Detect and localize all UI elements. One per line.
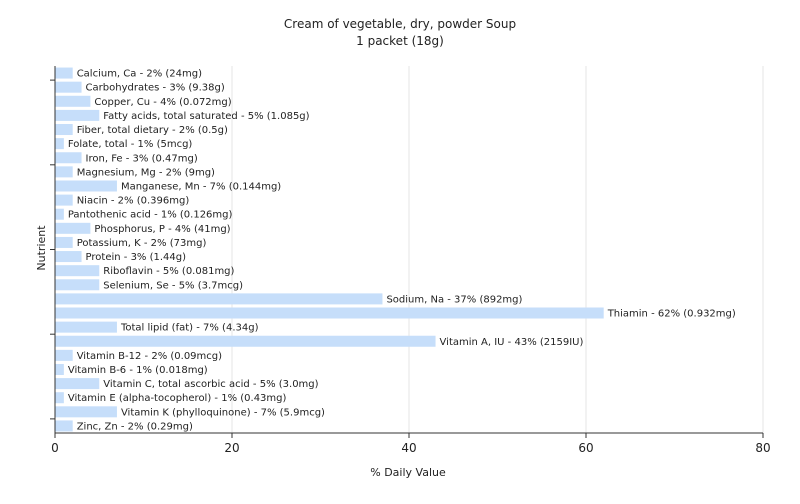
bar: [55, 81, 82, 93]
bar: [55, 335, 436, 347]
bar: [55, 251, 82, 263]
chart-subtitle: 1 packet (18g): [356, 34, 444, 48]
bar: [55, 67, 73, 79]
bar: [55, 378, 100, 390]
bar: [55, 236, 73, 248]
x-tick-label: 20: [224, 441, 239, 455]
bar-label: Potassium, K - 2% (73mg): [77, 238, 207, 249]
bar-label: Fatty acids, total saturated - 5% (1.085…: [103, 111, 309, 122]
bar-label: Fiber, total dietary - 2% (0.5g): [77, 125, 228, 136]
bar-label: Magnesium, Mg - 2% (9mg): [77, 167, 215, 178]
bar: [55, 194, 73, 206]
bar-label: Zinc, Zn - 2% (0.29mg): [77, 421, 193, 432]
bar: [55, 279, 100, 291]
axes: [50, 66, 764, 438]
bar: [55, 349, 73, 361]
x-tick-label: 0: [51, 441, 59, 455]
bar-label: Niacin - 2% (0.396mg): [77, 196, 190, 207]
bar-label: Vitamin C, total ascorbic acid - 5% (3.0…: [103, 379, 318, 390]
bars: [55, 67, 604, 432]
x-tick-label: 40: [401, 441, 416, 455]
bar: [55, 180, 117, 192]
bar: [55, 138, 64, 150]
bar-label: Vitamin A, IU - 43% (2159IU): [440, 337, 584, 348]
bar: [55, 307, 604, 319]
bar: [55, 124, 73, 136]
bar: [55, 392, 64, 404]
bar-label: Calcium, Ca - 2% (24mg): [77, 69, 202, 80]
x-tick-label: 60: [578, 441, 593, 455]
bar: [55, 420, 73, 432]
bar-labels: Calcium, Ca - 2% (24mg) Carbohydrates - 3…: [68, 69, 736, 433]
chart-title: Cream of vegetable, dry, powder Soup: [284, 17, 516, 31]
bar: [55, 363, 64, 375]
bar: [55, 109, 100, 121]
bar-label: Carbohydrates - 3% (9.38g): [86, 83, 225, 94]
bar-label: Vitamin E (alpha-tocopherol) - 1% (0.43m…: [68, 393, 287, 404]
bar-label: Selenium, Se - 5% (3.7mcg): [103, 280, 243, 291]
bar: [55, 166, 73, 178]
x-tick-label: 80: [755, 441, 770, 455]
bar-label: Riboflavin - 5% (0.081mg): [103, 266, 234, 277]
bar: [55, 265, 100, 277]
bar: [55, 321, 117, 333]
bar-label: Phosphorus, P - 4% (41mg): [94, 224, 230, 235]
bar-label: Thiamin - 62% (0.932mg): [607, 309, 736, 320]
bar-label: Vitamin B-12 - 2% (0.09mcg): [77, 351, 222, 362]
bar-label: Folate, total - 1% (5mcg): [68, 139, 193, 150]
x-axis-label: % Daily Value: [370, 466, 446, 479]
bar-label: Protein - 3% (1.44g): [86, 252, 187, 263]
bar-label: Vitamin K (phylloquinone) - 7% (5.9mcg): [121, 407, 325, 418]
bar: [55, 293, 383, 305]
bar-label: Sodium, Na - 37% (892mg): [386, 294, 522, 305]
bar-label: Total lipid (fat) - 7% (4.34g): [120, 323, 259, 334]
bar: [55, 406, 117, 418]
bar-label: Vitamin B-6 - 1% (0.018mg): [68, 365, 208, 376]
bar: [55, 152, 82, 164]
y-axis-label: Nutrient: [35, 225, 48, 271]
x-tick-labels: 0 20 40 60 80: [51, 441, 770, 455]
bar: [55, 208, 64, 220]
bar-label: Manganese, Mn - 7% (0.144mg): [121, 181, 281, 192]
bar-label: Pantothenic acid - 1% (0.126mg): [68, 210, 233, 221]
bar: [55, 95, 91, 107]
bar: [55, 222, 91, 234]
bar-label: Iron, Fe - 3% (0.47mg): [86, 153, 198, 164]
bar-label: Copper, Cu - 4% (0.072mg): [94, 97, 231, 108]
gridlines: [231, 66, 764, 433]
